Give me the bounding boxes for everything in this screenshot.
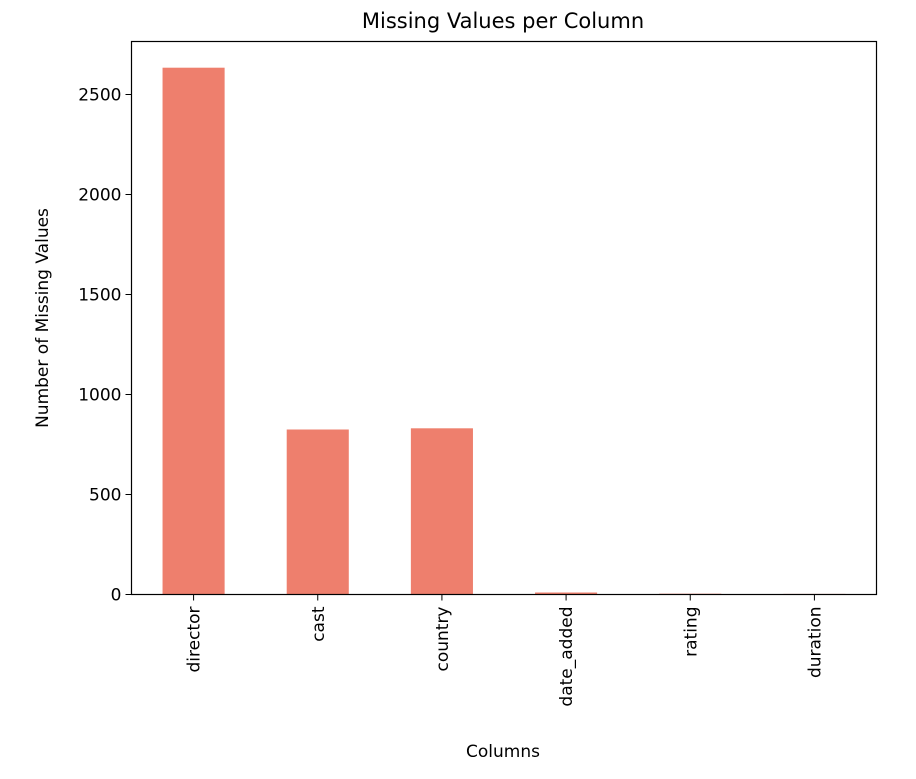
bars-layer xyxy=(162,67,846,595)
bar-date-added xyxy=(535,592,598,595)
x-tick-label: date_added xyxy=(557,607,577,707)
y-tick-label: 0 xyxy=(111,586,122,606)
ticks-layer: director cast country date_added rating durat… xyxy=(78,86,825,707)
bar-cast xyxy=(286,429,349,595)
x-tick-label: duration xyxy=(805,607,825,679)
y-tick-label: 2000 xyxy=(78,186,121,206)
x-axis-label: Columns xyxy=(466,742,540,762)
y-tick-label: 1500 xyxy=(78,286,121,306)
y-axis-label: Number of Missing Values xyxy=(33,208,53,428)
chart-title: Missing Values per Column xyxy=(362,9,644,33)
y-tick-label: 2500 xyxy=(78,86,121,106)
y-tick-label: 1000 xyxy=(78,386,121,406)
x-tick-label: country xyxy=(433,607,453,672)
x-tick-label: rating xyxy=(681,607,701,657)
bar-director xyxy=(162,67,225,595)
x-tick-label: director xyxy=(185,606,205,672)
bar-country xyxy=(410,428,473,595)
x-tick-label: cast xyxy=(309,606,329,642)
plot-frame xyxy=(130,40,878,596)
y-tick-label: 500 xyxy=(89,486,121,506)
